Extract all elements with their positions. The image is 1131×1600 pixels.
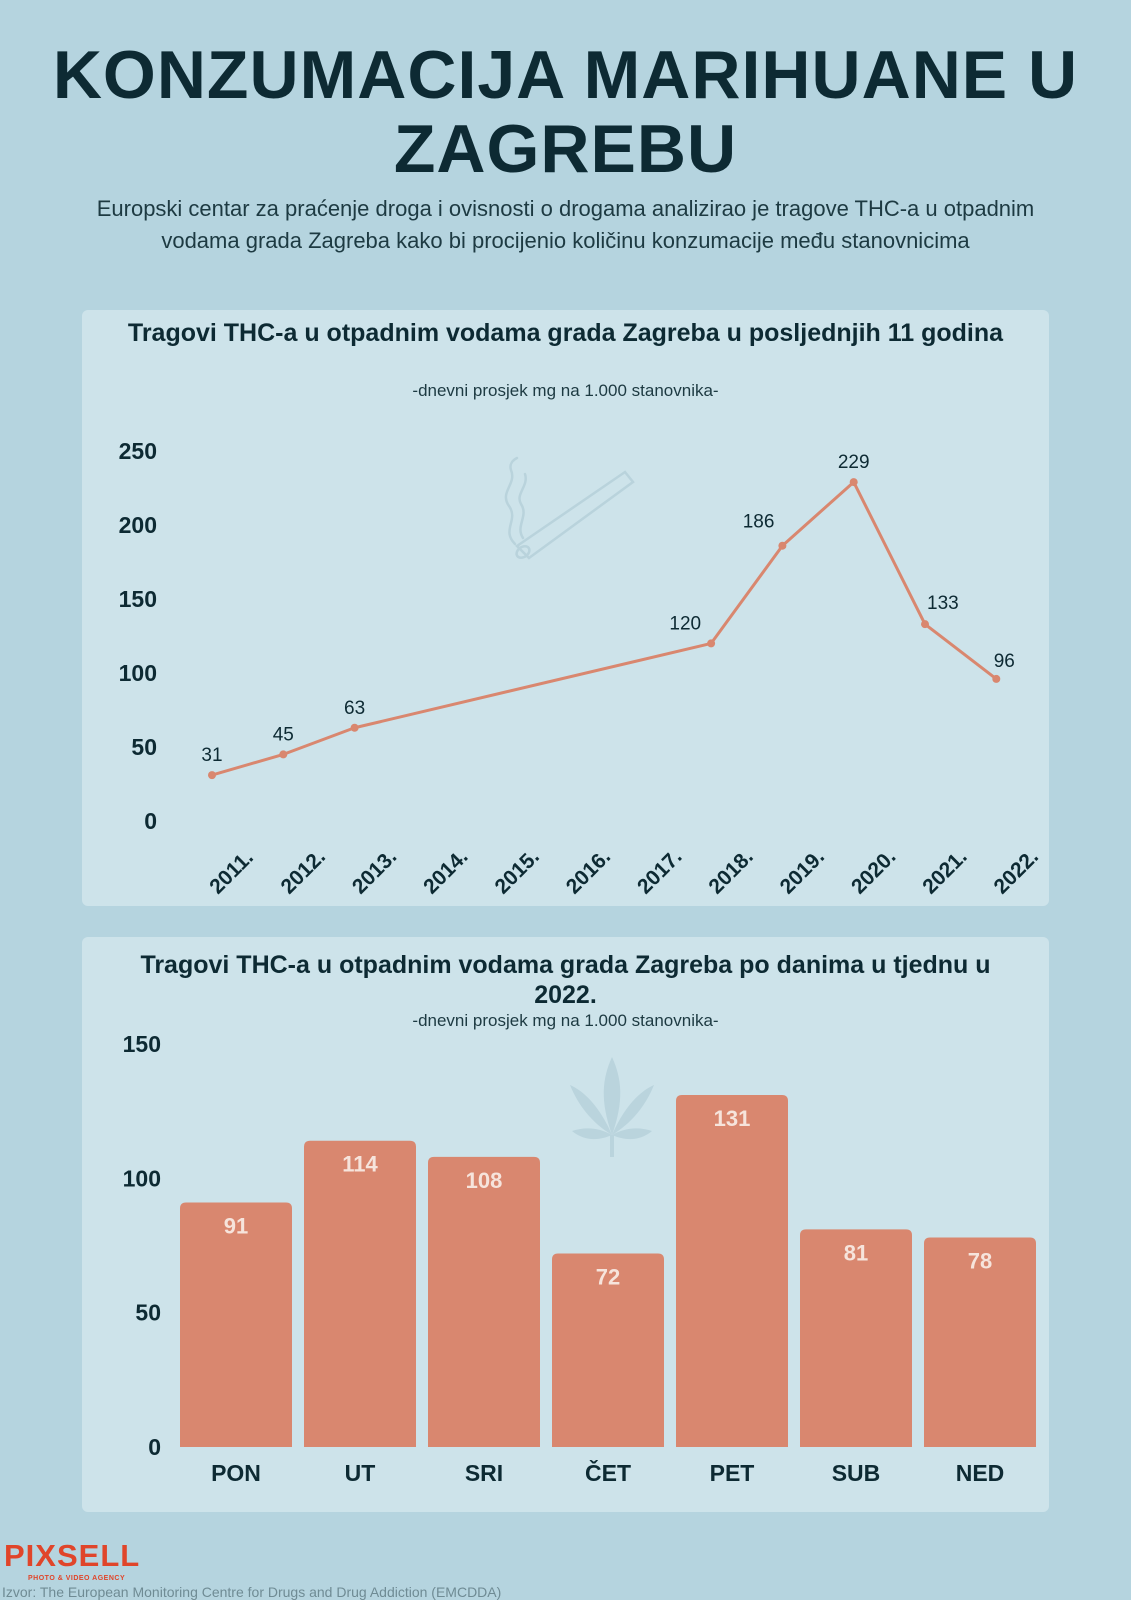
x-tick-label: SUB	[832, 1460, 881, 1486]
y-tick-label: 50	[135, 1300, 161, 1326]
source-note: Izvor: The European Monitoring Centre fo…	[2, 1584, 502, 1600]
data-label: 31	[201, 745, 222, 766]
data-label: 186	[743, 512, 775, 533]
pixsell-logo: PIXSELL	[4, 1538, 141, 1573]
leaf-blade	[612, 1085, 654, 1135]
x-tick-label: 2018.	[704, 845, 757, 898]
bar-chart-panel: Tragovi THC-a u otpadnim vodama grada Za…	[82, 937, 1049, 1512]
y-tick-label: 150	[123, 1031, 161, 1057]
data-point	[279, 750, 288, 759]
y-tick-label: 0	[144, 808, 157, 834]
data-label: 229	[838, 452, 870, 473]
y-tick-label: 0	[148, 1434, 161, 1460]
y-tick-label: 150	[119, 586, 157, 612]
intro-text: Europski centar za praćenje droga i ovis…	[96, 196, 1035, 253]
x-tick-label: 2022.	[990, 845, 1043, 898]
data-label: 63	[344, 698, 365, 719]
leaf-stem	[610, 1135, 614, 1157]
joint-body	[515, 470, 635, 560]
bar-chart-title: Tragovi THC-a u otpadnim vodama grada Za…	[140, 951, 991, 1009]
bar-chart: 0 50 100 150 91 PON 114 UT 108 SRI 72 ČET 131 PET 81 SU…	[123, 1031, 1036, 1486]
bar	[304, 1140, 416, 1447]
bar	[676, 1095, 788, 1447]
x-tick-label: 2021.	[918, 845, 971, 898]
line-chart-panel: Tragovi THC-a u otpadnim vodama grada Za…	[82, 310, 1049, 906]
smoke-line	[504, 456, 519, 546]
line-chart-subtitle: -dnevni prosjek mg na 1.000 stanovnika-	[412, 381, 719, 400]
leaf-blade	[570, 1085, 612, 1135]
y-tick-label: 100	[119, 660, 157, 686]
joint-icon	[504, 456, 635, 560]
data-label: 120	[669, 613, 701, 634]
x-tick-label: PON	[211, 1460, 261, 1486]
bar-value-label: 78	[968, 1248, 992, 1273]
x-tick-label: SRI	[465, 1460, 503, 1486]
joint-tip	[515, 545, 531, 559]
x-tick-label: 2016.	[562, 845, 615, 898]
x-tick-label: NED	[956, 1460, 1005, 1486]
x-tick-label: PET	[710, 1460, 755, 1486]
bar	[800, 1229, 912, 1447]
bar-value-label: 91	[224, 1214, 248, 1239]
data-point	[992, 674, 1001, 683]
x-tick-label: 2017.	[633, 845, 686, 898]
bar-chart-subtitle: -dnevni prosjek mg na 1.000 stanovnika-	[412, 1011, 719, 1030]
line-chart: 0 50 100 150 200 250 2011. 2012. 2013. 2014. 2015.…	[119, 438, 1043, 899]
leaf-blade	[603, 1057, 621, 1135]
bar	[428, 1156, 540, 1447]
x-tick-label: UT	[345, 1460, 376, 1486]
data-label: 96	[994, 651, 1015, 672]
data-point	[849, 478, 858, 487]
bar	[924, 1237, 1036, 1447]
leaf-blade	[572, 1128, 612, 1140]
data-point	[350, 723, 359, 732]
y-tick-label: 50	[131, 734, 157, 760]
x-tick-label: 2012.	[277, 845, 330, 898]
bar-value-label: 114	[342, 1152, 378, 1177]
bar-value-label: 108	[466, 1168, 503, 1193]
series-line	[211, 480, 998, 777]
logo-tagline: PHOTO & VIDEO AGENCY	[28, 1575, 126, 1582]
bar-value-label: 81	[844, 1240, 868, 1265]
y-tick-label: 200	[119, 512, 157, 538]
data-point	[921, 620, 929, 629]
bar	[180, 1202, 292, 1447]
x-tick-label: ČET	[585, 1459, 631, 1486]
smoke-line	[518, 472, 527, 540]
line-chart-title: Tragovi THC-a u otpadnim vodama grada Za…	[127, 319, 1004, 347]
data-point	[778, 541, 787, 550]
cannabis-leaf-icon	[570, 1057, 654, 1157]
bar-value-label: 72	[596, 1265, 620, 1290]
y-tick-label: 250	[119, 438, 157, 464]
data-label: 133	[927, 593, 959, 614]
x-tick-label: 2015.	[490, 845, 543, 898]
y-tick-label: 100	[123, 1165, 161, 1191]
x-tick-label: 2013.	[348, 845, 401, 898]
page-title: KONZUMACIJA MARIHUANE U ZAGREBU	[52, 37, 1079, 187]
data-point	[707, 639, 716, 648]
x-tick-label: 2019.	[776, 845, 829, 898]
leaf-blade	[612, 1128, 652, 1140]
x-tick-label: 2011.	[205, 846, 258, 899]
data-label: 45	[273, 724, 294, 745]
bar-value-label: 131	[714, 1106, 751, 1131]
bar	[552, 1253, 664, 1447]
x-tick-label: 2014.	[419, 845, 472, 898]
x-tick-label: 2020.	[847, 845, 900, 898]
data-point	[208, 771, 216, 780]
